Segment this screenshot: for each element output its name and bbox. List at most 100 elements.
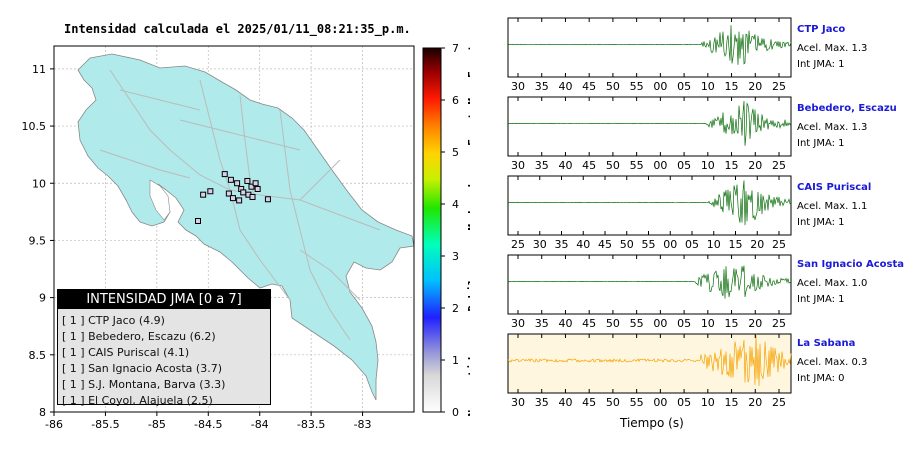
- x-tick-label: -85.5: [91, 418, 119, 431]
- legend-item: [ 1 ] San Ignacio Acosta (3.7): [62, 362, 222, 375]
- panel-frame: [507, 254, 792, 315]
- colorbar-category: Fuerte: [466, 106, 470, 146]
- costa-rica-landmass: [77, 53, 415, 401]
- wave-x-tick-label: 45: [582, 396, 596, 409]
- station-marker: [264, 196, 271, 203]
- wave-x-tick-label: 50: [606, 159, 620, 172]
- wave-x-tick-label: 15: [725, 159, 739, 172]
- station-marker: [200, 191, 207, 198]
- wave-x-tick-label: 05: [677, 80, 691, 93]
- wave-x-tick-label: 20: [748, 396, 762, 409]
- station-name: CAIS Puriscal: [797, 182, 872, 193]
- wave-x-tick-label: 05: [677, 317, 691, 330]
- wave-x-tick-label: 10: [701, 80, 715, 93]
- wave-x-tick-label: 25: [511, 238, 525, 251]
- legend-item: [ 1 ] El Coyol, Alajuela (2.5): [62, 394, 213, 407]
- station-acel: Acel. Max. 1.0: [797, 278, 868, 289]
- wave-x-tick-label: 30: [533, 238, 547, 251]
- waveform-panel: 30 35 40 45 50 55 00 05 10 15 20 25: [507, 96, 792, 172]
- nicoya-gulf: [149, 179, 171, 221]
- station-acel: Acel. Max. 1.3: [797, 43, 868, 54]
- waveform-panel: 25 30 35 40 45 50 55 00 05 10 15 20 25: [507, 175, 792, 251]
- wave-x-tick-label: 55: [642, 238, 656, 251]
- wave-x-tick-label: 45: [582, 317, 596, 330]
- panel-frame: [507, 333, 792, 394]
- wave-x-tick-label: 35: [555, 238, 569, 251]
- y-tick-label: 10: [32, 177, 46, 190]
- x-tick-label: -83: [354, 418, 372, 431]
- wave-x-tick-label: 25: [772, 159, 786, 172]
- station-acel: Acel. Max. 1.1: [797, 201, 868, 212]
- wave-x-tick-label: 00: [653, 80, 667, 93]
- wave-x-tick-label: 25: [772, 396, 786, 409]
- station-marker: [244, 177, 251, 184]
- y-tick-label: 8.5: [29, 349, 47, 362]
- colorbar-ticks: 0 1 2 3 4 5 6 7: [441, 42, 459, 419]
- panel-frame: [507, 17, 792, 78]
- wave-x-tick-label: 10: [701, 396, 715, 409]
- colorbar-tick-label: 6: [452, 94, 459, 107]
- panel-frame: [507, 175, 792, 236]
- wave-x-tick-label: 05: [677, 396, 691, 409]
- legend-item: [ 1 ] CAIS Puriscal (4.1): [62, 346, 190, 359]
- y-tick-label: 8: [39, 406, 46, 419]
- y-tick-label: 10.5: [22, 120, 47, 133]
- station-acel: Acel. Max. 0.3: [797, 357, 868, 368]
- wave-x-tick-label: 35: [535, 159, 549, 172]
- wave-x-tick-label: 40: [576, 238, 590, 251]
- waveform-trace: [507, 333, 792, 387]
- waveform-trace: [507, 180, 792, 226]
- waveform-trace: [507, 100, 792, 146]
- colorbar-tick-label: 1: [452, 354, 459, 367]
- legend-item: [ 1 ] S.J. Montana, Barva (3.3): [62, 378, 226, 391]
- wave-x-tick-label: 50: [606, 80, 620, 93]
- wave-x-tick-label: 15: [729, 238, 743, 251]
- legend-title: INTENSIDAD JMA [0 a 7]: [58, 290, 270, 309]
- colorbar-category: Moderado: [466, 177, 470, 230]
- wave-x-tick-label: 20: [748, 317, 762, 330]
- wave-x-tick-label: 05: [677, 159, 691, 172]
- wave-x-tick-label: 30: [511, 80, 525, 93]
- station-info-1: Bebedero, Escazu Acel. Max. 1.3 Int JMA:…: [797, 103, 897, 149]
- colorbar: [422, 47, 442, 413]
- station-marker: [221, 171, 228, 178]
- wave-x-tick-label: 50: [620, 238, 634, 251]
- wave-x-tick-label: 55: [630, 80, 644, 93]
- wave-x-tick-label: 40: [558, 80, 572, 93]
- station-name: CTP Jaco: [797, 24, 846, 35]
- wave-x-tick-label: 10: [707, 238, 721, 251]
- wave-x-tick-label: 05: [685, 238, 699, 251]
- station-info-4: La Sabana Acel. Max. 0.3 Int JMA: 0: [797, 338, 867, 384]
- wave-x-tick-label: 30: [511, 317, 525, 330]
- wave-x-tick-label: 35: [535, 396, 549, 409]
- x-tick-label: -85: [148, 418, 166, 431]
- colorbar-tick-label: 5: [452, 146, 459, 159]
- wave-x-tick-label: 45: [582, 159, 596, 172]
- map-y-ticks: 8 8.5 9 9.5 10 10.5 11: [22, 63, 54, 419]
- wave-x-tick-label: 00: [653, 159, 667, 172]
- intensity-legend: INTENSIDAD JMA [0 a 7] [ 1 ] CTP Jaco (4…: [57, 289, 271, 407]
- y-tick-label: 9: [39, 292, 46, 305]
- station-marker: [207, 188, 214, 195]
- station-marker: [249, 193, 256, 200]
- wave-x-tick-label: 00: [653, 396, 667, 409]
- waveform-trace: [507, 265, 792, 299]
- station-marker: [236, 197, 243, 204]
- station-name: La Sabana: [797, 338, 856, 349]
- station-name: San Ignacio Acosta: [797, 259, 905, 270]
- wave-x-tick-label: 25: [772, 80, 786, 93]
- wave-x-tick-label: 35: [535, 317, 549, 330]
- wave-x-tick-label: 40: [558, 396, 572, 409]
- station-marker: [225, 190, 232, 197]
- station-int: Int JMA: 1: [797, 59, 845, 70]
- x-tick-label: -83.5: [297, 418, 325, 431]
- station-marker: [252, 180, 259, 187]
- wave-x-tick-label: 40: [558, 317, 572, 330]
- colorbar-tick-label: 3: [452, 250, 459, 263]
- wave-x-tick-label: 20: [748, 80, 762, 93]
- wave-x-tick-label: 55: [630, 396, 644, 409]
- wave-x-tick-label: 25: [772, 317, 786, 330]
- station-name: Bebedero, Escazu: [797, 103, 897, 114]
- colorbar-tick-label: 2: [452, 302, 459, 315]
